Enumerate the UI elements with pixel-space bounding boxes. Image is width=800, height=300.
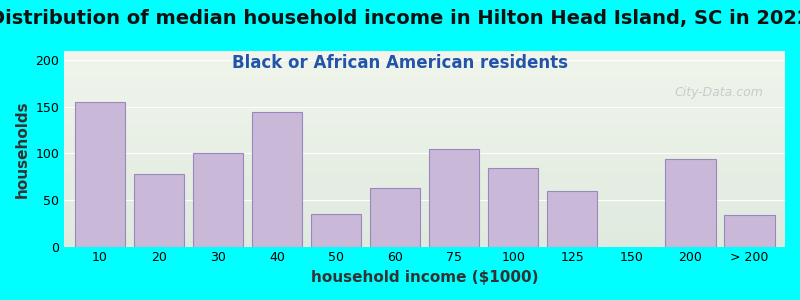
Bar [193, 153, 243, 247]
Text: City-Data.com: City-Data.com [674, 86, 763, 99]
Bar [547, 191, 598, 247]
Bar [429, 149, 479, 247]
Bar [252, 112, 302, 247]
Y-axis label: households: households [15, 100, 30, 198]
Bar [488, 168, 538, 247]
Bar [370, 188, 420, 247]
Bar [74, 102, 125, 247]
Bar [725, 215, 774, 247]
Text: Distribution of median household income in Hilton Head Island, SC in 2022: Distribution of median household income … [0, 9, 800, 28]
Bar [311, 214, 361, 247]
Text: Black or African American residents: Black or African American residents [232, 54, 568, 72]
Bar [134, 174, 184, 247]
X-axis label: household income ($1000): household income ($1000) [311, 270, 538, 285]
Bar [666, 159, 715, 247]
